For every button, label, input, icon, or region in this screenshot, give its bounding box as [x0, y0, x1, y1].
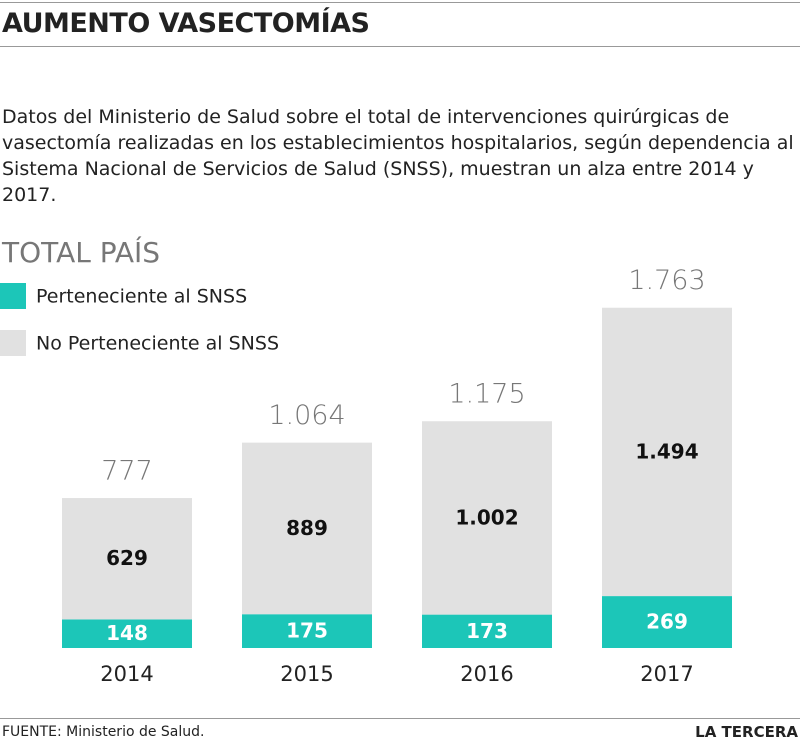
- data-label: 889: [286, 516, 328, 540]
- bar-segment: [422, 614, 552, 648]
- rule: [0, 718, 800, 719]
- total-label: 1.064: [268, 400, 345, 431]
- legend-label: No Perteneciente al SNSS: [36, 333, 279, 355]
- legend-label: Perteneciente al SNSS: [36, 286, 247, 308]
- bar-segment: [242, 614, 372, 648]
- data-label: 1.494: [635, 439, 698, 463]
- x-tick-label: 2014: [100, 662, 153, 686]
- data-label: 148: [106, 621, 148, 645]
- bar-segment: [62, 619, 192, 648]
- legend-swatch: [0, 330, 26, 356]
- total-label: 777: [101, 456, 153, 487]
- data-label: 175: [286, 619, 328, 643]
- bar-segment: [602, 596, 732, 648]
- x-tick-label: 2015: [280, 662, 333, 686]
- x-tick-label: 2016: [460, 662, 513, 686]
- chart-title: TOTAL PAÍS: [1, 235, 160, 269]
- data-label: 173: [466, 619, 508, 643]
- total-label: 1.175: [448, 379, 525, 410]
- chart: TOTAL PAÍS Perteneciente al SNSS No Perte…: [0, 235, 732, 686]
- source: FUENTE: Ministerio de Salud.: [2, 724, 205, 740]
- bar-segment: [62, 498, 192, 620]
- data-label: 269: [646, 610, 688, 634]
- description: Datos del Ministerio de Salud sobre el t…: [2, 106, 794, 206]
- rule: [0, 2, 800, 3]
- title: AUMENTO VASECTOMÍAS: [2, 8, 370, 39]
- brand: LA TERCERA: [695, 723, 798, 741]
- total-label: 1.763: [628, 265, 705, 296]
- bar-segment: [242, 442, 372, 615]
- legend-swatch: [0, 283, 26, 309]
- data-label: 1.002: [455, 505, 518, 529]
- bar-segment: [422, 421, 552, 615]
- x-tick-label: 2017: [640, 662, 693, 686]
- data-label: 629: [106, 546, 148, 570]
- rule: [0, 46, 800, 47]
- bar-segment: [602, 307, 732, 597]
